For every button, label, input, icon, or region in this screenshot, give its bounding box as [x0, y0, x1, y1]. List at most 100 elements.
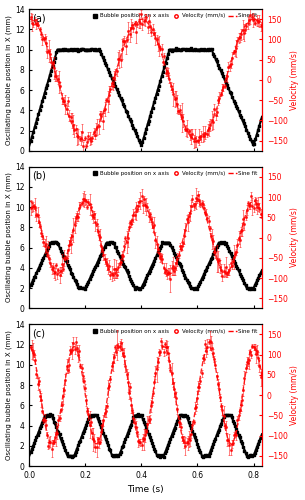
Point: [138, 138, 142, 146]
Legend: Bubble position on x axis, Velocity (mm/s), Sine fit: Bubble position on x axis, Velocity (mm/…: [89, 170, 259, 178]
Point: [155, 86, 160, 94]
Point: [214, 431, 219, 439]
Point: [38, 102, 43, 110]
Point: [78, 46, 83, 54]
Point: [101, 244, 106, 252]
Point: [189, 44, 194, 52]
Point: [67, 265, 72, 273]
Point: [148, 436, 153, 444]
Point: [153, 94, 158, 102]
Point: [41, 416, 46, 424]
Point: [127, 272, 131, 280]
Point: [252, 140, 257, 147]
Point: [105, 65, 110, 73]
Point: [118, 448, 123, 456]
Point: [42, 413, 47, 421]
Point: [124, 432, 129, 440]
Point: [40, 419, 45, 427]
Point: [170, 46, 174, 54]
Point: [138, 285, 143, 293]
Point: [120, 257, 124, 265]
Point: [195, 440, 199, 448]
Point: [149, 108, 154, 116]
Point: [177, 411, 182, 419]
Point: [244, 126, 249, 134]
Point: [124, 266, 129, 274]
Point: [154, 252, 159, 260]
Point: [178, 46, 183, 54]
Point: [58, 247, 63, 255]
Point: [92, 411, 97, 419]
Point: [135, 132, 140, 140]
Point: [124, 108, 129, 116]
Point: [200, 272, 205, 280]
Point: [160, 68, 165, 76]
Point: [158, 77, 163, 85]
Point: [220, 416, 225, 424]
Point: [133, 284, 138, 292]
Point: [95, 258, 100, 266]
Point: [78, 436, 83, 444]
Point: [252, 448, 257, 456]
Point: [211, 250, 216, 258]
Point: [146, 116, 151, 124]
Point: [249, 137, 254, 145]
Point: [190, 427, 195, 435]
Point: [59, 438, 64, 446]
Point: [171, 46, 176, 54]
Point: [202, 270, 206, 278]
Point: [246, 132, 251, 140]
Point: [105, 438, 109, 446]
Point: [217, 64, 222, 72]
Point: [218, 422, 223, 430]
Point: [181, 268, 186, 276]
Point: [217, 240, 221, 248]
Point: [174, 420, 179, 428]
Point: [213, 55, 218, 63]
Point: [89, 412, 94, 420]
Point: [39, 422, 44, 430]
Point: [71, 272, 76, 280]
Point: [193, 46, 198, 54]
Point: [77, 46, 82, 54]
Point: [86, 278, 91, 285]
Point: [245, 128, 250, 136]
Point: [41, 254, 46, 262]
Point: [257, 437, 262, 445]
Point: [76, 46, 81, 54]
Point: [256, 440, 261, 448]
Point: [141, 134, 146, 142]
Point: [147, 433, 152, 441]
Point: [214, 242, 219, 250]
Point: [214, 58, 219, 66]
Point: [180, 266, 185, 274]
Point: [62, 254, 67, 262]
Point: [146, 269, 151, 277]
Point: [99, 251, 104, 259]
Point: [40, 97, 45, 105]
Point: [160, 238, 165, 246]
Point: [177, 46, 182, 54]
Point: [162, 238, 167, 246]
Point: [74, 46, 79, 54]
Point: [73, 278, 78, 285]
Point: [80, 284, 85, 292]
Point: [78, 283, 83, 291]
Point: [220, 70, 224, 78]
Point: [125, 430, 130, 438]
Point: [182, 45, 187, 53]
Point: [209, 46, 214, 54]
Point: [186, 418, 191, 426]
Point: [168, 46, 173, 54]
X-axis label: Time (s): Time (s): [127, 486, 164, 494]
Point: [57, 430, 62, 438]
Point: [165, 238, 170, 246]
Point: [73, 46, 78, 54]
Point: [193, 284, 198, 292]
Point: [212, 437, 217, 445]
Point: [143, 420, 148, 428]
Point: [103, 58, 108, 66]
Point: [190, 284, 195, 292]
Point: [56, 428, 61, 436]
Point: [230, 254, 235, 262]
